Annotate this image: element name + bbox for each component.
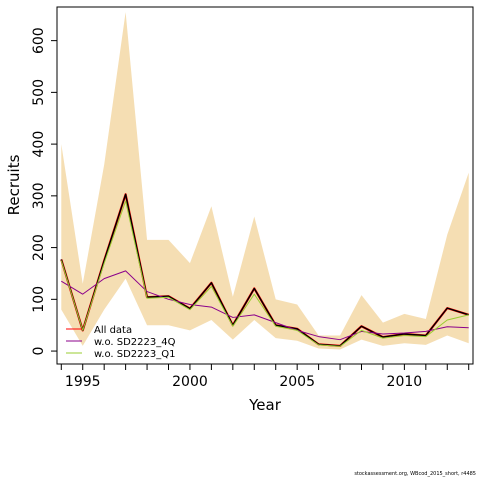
confidence-band bbox=[61, 12, 469, 350]
y-tick-label: 100 bbox=[31, 286, 47, 313]
series-line-w-o-sd2223-4q bbox=[61, 270, 469, 341]
legend-label: w.o. SD2223_Q1 bbox=[94, 349, 175, 360]
y-tick-label: 300 bbox=[31, 182, 47, 209]
legend-label: All data bbox=[94, 325, 132, 336]
x-tick-label: 2005 bbox=[279, 374, 315, 390]
series-lines-layer bbox=[60, 193, 470, 347]
series-line-estimate-1 bbox=[60, 193, 469, 347]
legend-label: w.o. SD2223_4Q bbox=[94, 337, 176, 348]
y-tick-label: 200 bbox=[31, 234, 47, 261]
x-axis-title: Year bbox=[248, 396, 282, 414]
x-tick-label: 2010 bbox=[387, 374, 423, 390]
x-axis: 1995 2000 2005 2010 bbox=[60, 363, 470, 390]
x-tick-label: 1995 bbox=[65, 374, 101, 390]
footer-credit: stockassessment.org, WBcod_2015_short, r… bbox=[354, 471, 476, 477]
y-tick-label: 400 bbox=[31, 131, 47, 158]
x-tick-label: 2000 bbox=[172, 374, 208, 390]
y-axis-title: Recruits bbox=[5, 154, 23, 215]
y-tick-label: 0 bbox=[31, 347, 47, 356]
y-tick-label: 500 bbox=[31, 79, 47, 106]
confidence-band-layer bbox=[61, 12, 469, 350]
y-axis: 0 100 200 300 400 500 600 bbox=[31, 27, 58, 356]
series-line-w-o-sd2223-q1 bbox=[60, 200, 469, 347]
y-tick-label: 600 bbox=[31, 27, 47, 54]
